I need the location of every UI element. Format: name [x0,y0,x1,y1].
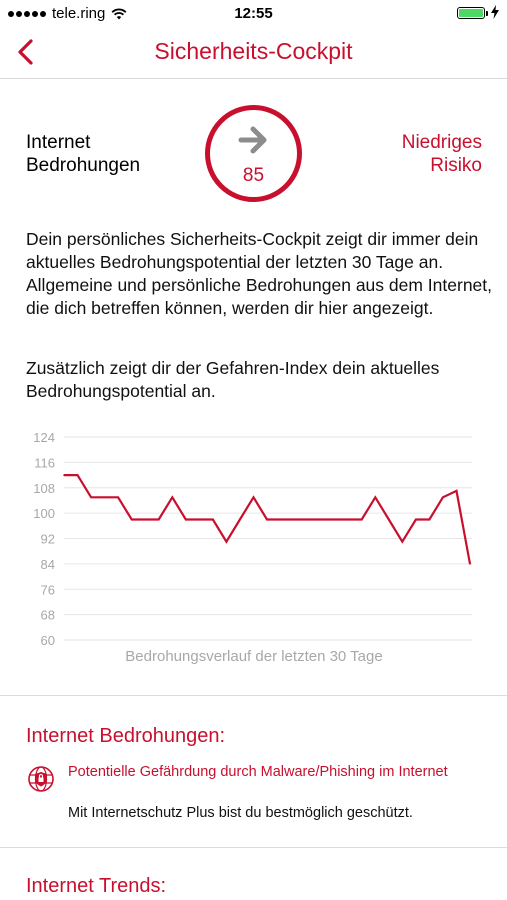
chart-data-point [239,518,241,521]
chart-y-tick-label: 76 [41,582,55,597]
threat-gauge[interactable]: 85 [205,105,302,202]
chart-data-point [388,518,390,521]
chart-data-point [185,518,187,521]
chart-data-point [455,490,458,492]
signal-strength-icon [8,10,46,17]
chart-y-tick-label: 68 [41,608,55,623]
chart-data-point [198,518,201,521]
back-button[interactable] [12,36,44,68]
threat-item-description: Mit Internetschutz Plus bist du bestmögl… [68,805,413,821]
chart-y-tick-label: 100 [33,506,55,521]
threat-item-title[interactable]: Potentielle Gefährdung durch Malware/Phi… [68,764,448,780]
chart-y-tick-label: 116 [34,455,55,470]
chart-data-point [333,518,336,521]
chart-data-point [306,518,309,521]
navigation-bar: Sicherheits-Cockpit [0,26,507,79]
chart-data-point [428,518,431,521]
divider [0,847,507,848]
shield-icon [28,766,54,792]
section-title-internet-threats: Internet Bedrohungen: [26,725,226,747]
chart-y-tick-label: 60 [41,633,55,648]
chart-data-point [293,518,295,521]
carrier-name: tele.ring [52,5,106,22]
divider [0,695,507,696]
charging-icon [491,5,499,19]
chart-svg: 124 116 108 100 92 84 76 68 60 Bedrohungsverlauf… [33,430,472,665]
arrow-right-icon [238,126,266,154]
threat-label: Internet Bedrohungen [26,131,156,177]
chart-data-point [442,496,444,499]
chart-data-point [347,518,350,521]
battery-icon [457,7,488,19]
chart-data-point [76,474,79,476]
section-title-internet-trends: Internet Trends: [26,875,167,897]
chart-data-point [225,540,228,543]
description-paragraph-2: Zusätzlich zeigt dir der Gefahren-Index … [26,358,440,401]
gauge-value: 85 [242,165,265,186]
chart-data-point [469,563,471,565]
chart-y-tick-label: 84 [41,557,55,572]
chart-data-point [117,496,119,499]
wifi-icon [111,8,127,19]
chart-y-tick-label: 108 [33,481,55,496]
threat-summary: Internet Bedrohungen 85 Niedriges Risiko [0,100,507,210]
chart-data-point [103,496,106,499]
chart-data-point [157,518,160,521]
chart-data-point [401,540,404,543]
page-title: Sicherheits-Cockpit [154,38,353,64]
chart-y-tick-label: 124 [33,430,55,445]
chart-data-point [212,518,214,521]
chart-data-point [130,518,133,521]
chart-x-axis-label: Bedrohungsverlauf der letzten 30 Tage [125,648,382,665]
chart-data-point [266,518,268,521]
status-left: tele.ring [8,5,127,22]
chart-data-point [320,518,322,521]
chart-data-point [360,518,363,521]
threat-history-chart: 124 116 108 100 92 84 76 68 60 Bedrohungsverlauf… [0,422,507,672]
chart-data-point [90,496,92,499]
chevron-left-icon [18,39,33,65]
chart-data-point [279,518,282,521]
battery-level [459,9,483,17]
chart-data-point [171,496,174,499]
chart-y-tick-label: 92 [41,532,55,547]
description-paragraph-1: Dein persönliches Sicherheits-Cockpit ze… [26,229,493,318]
risk-level-text: Niedriges Risiko [401,132,482,176]
threat-label-text: Internet Bedrohungen [26,132,141,176]
chart-data-point [415,518,417,521]
chart-data-point [63,474,65,476]
status-bar: tele.ring 12:55 [0,0,507,26]
chart-data-point [144,518,146,521]
risk-level-label: Niedriges Risiko [382,131,482,177]
chart-data-point [374,496,377,499]
chart-data-point [252,496,255,499]
status-time: 12:55 [234,5,273,22]
